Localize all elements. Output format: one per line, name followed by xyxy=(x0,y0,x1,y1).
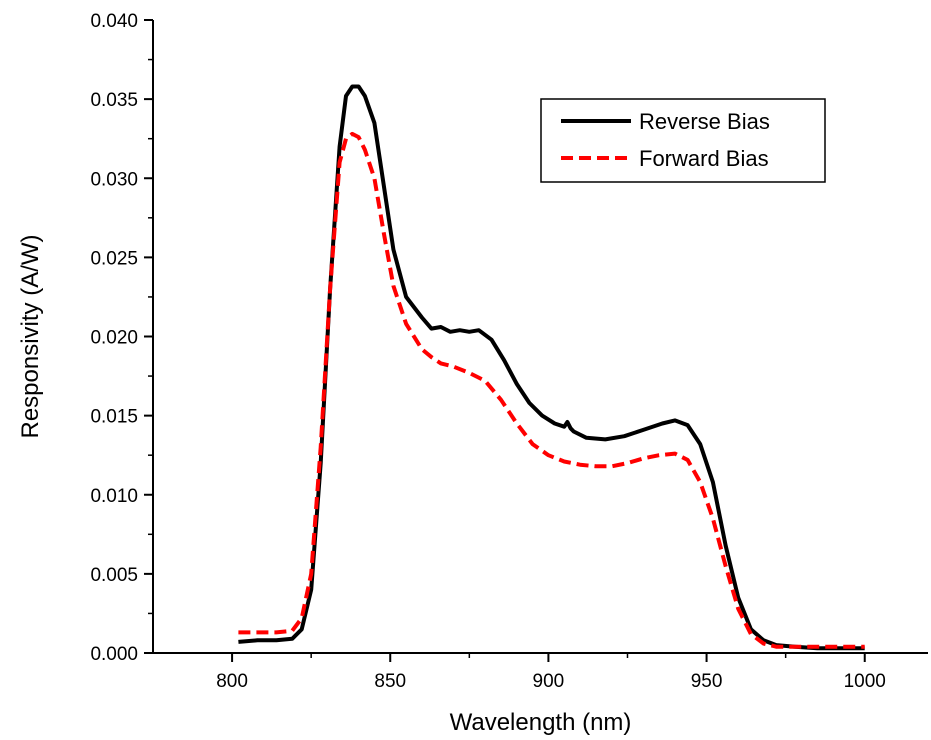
y-tick-label: 0.035 xyxy=(90,90,138,111)
legend-label: Forward Bias xyxy=(639,146,769,171)
x-tick-label: 850 xyxy=(374,671,406,692)
y-tick-label: 0.020 xyxy=(90,328,138,349)
legend: Reverse Bias Forward Bias xyxy=(540,98,826,183)
x-tick-label: 900 xyxy=(533,671,565,692)
series-line-reverse-bias xyxy=(238,84,865,651)
y-tick-label: 0.000 xyxy=(90,644,138,665)
y-tick-label: 0.040 xyxy=(90,11,138,32)
y-tick-label: 0.015 xyxy=(90,407,138,428)
y-tick-label: 0.005 xyxy=(90,565,138,586)
y-tick-label: 0.030 xyxy=(90,169,138,190)
x-axis: 800 850 900 950 1000 xyxy=(216,653,886,692)
x-axis-title: Wavelength (nm) xyxy=(450,709,632,736)
y-axis-title: Responsivity (A/W) xyxy=(17,234,44,438)
y-tick-label: 0.025 xyxy=(90,248,138,269)
legend-label: Reverse Bias xyxy=(639,109,770,134)
series-line-forward-bias xyxy=(238,131,865,649)
y-axis: 0.000 0.005 0.010 0.015 0.020 0.025 0.030 0.035… xyxy=(90,11,153,665)
x-tick-label: 1000 xyxy=(844,671,886,692)
x-tick-label: 800 xyxy=(216,671,248,692)
x-tick-label: 950 xyxy=(691,671,723,692)
y-tick-label: 0.010 xyxy=(90,486,138,507)
series-layer xyxy=(238,84,865,651)
legend-box xyxy=(540,98,826,183)
